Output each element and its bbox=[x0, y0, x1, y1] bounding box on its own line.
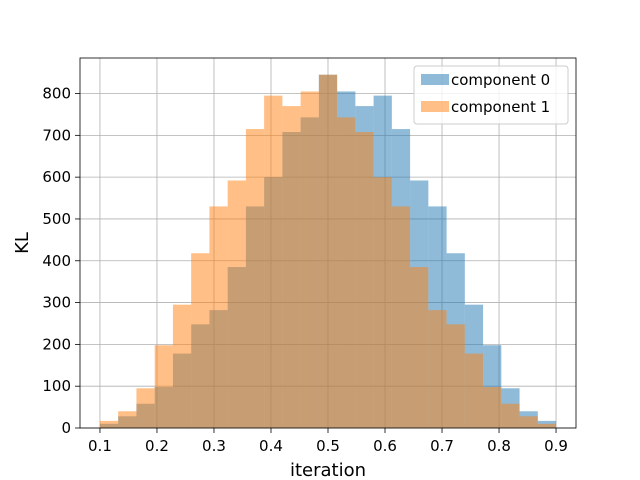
x-tick-label: 0.3 bbox=[202, 437, 226, 455]
histogram-bar bbox=[209, 206, 228, 428]
histogram-bar bbox=[172, 304, 192, 428]
legend-swatch-component-0 bbox=[421, 74, 449, 85]
legend-swatch-component-1 bbox=[421, 101, 449, 112]
y-tick-label: 200 bbox=[42, 335, 71, 353]
histogram-bar bbox=[300, 91, 319, 429]
y-tick-label: 400 bbox=[42, 252, 71, 270]
y-tick-label: 300 bbox=[42, 294, 71, 312]
y-tick-label: 600 bbox=[42, 168, 71, 186]
histogram-bar bbox=[519, 416, 538, 428]
histogram-bar bbox=[410, 267, 429, 428]
histogram-bar bbox=[264, 95, 283, 428]
legend-frame bbox=[413, 65, 569, 125]
histogram-bar bbox=[227, 180, 246, 428]
histogram-bar bbox=[373, 177, 392, 428]
histogram-bar bbox=[191, 253, 210, 428]
histogram-bar bbox=[337, 117, 356, 428]
legend-label-component-0: component 0 bbox=[451, 71, 550, 89]
histogram-bars bbox=[99, 74, 557, 429]
x-axis-label: iteration bbox=[290, 460, 366, 480]
x-tick-label: 0.5 bbox=[316, 437, 340, 455]
x-tick-label: 0.8 bbox=[487, 437, 511, 455]
y-tick-label: 500 bbox=[42, 210, 71, 228]
x-tick-label: 0.9 bbox=[544, 437, 568, 455]
histogram-bar bbox=[245, 129, 265, 429]
histogram-bar bbox=[428, 310, 447, 428]
histogram-bar bbox=[318, 74, 338, 428]
y-axis-label: KL bbox=[12, 232, 33, 254]
x-tick-label: 0.4 bbox=[259, 437, 283, 455]
legend: component 0 component 1 bbox=[413, 65, 569, 125]
histogram-bar bbox=[537, 423, 557, 428]
histogram-bar bbox=[99, 420, 119, 428]
histogram-bar bbox=[483, 387, 502, 428]
y-tick-label: 700 bbox=[42, 126, 71, 144]
y-tick-label: 0 bbox=[61, 419, 71, 437]
x-tick-label: 0.6 bbox=[373, 437, 397, 455]
x-tick-label: 0.1 bbox=[88, 437, 112, 455]
y-axis-ticks: 0 100 200 300 400 500 600 700 800 bbox=[42, 85, 80, 437]
histogram-bar bbox=[446, 324, 465, 428]
histogram-bar bbox=[501, 403, 520, 428]
y-tick-label: 800 bbox=[42, 85, 71, 103]
y-tick-label: 100 bbox=[42, 377, 71, 395]
histogram-bar bbox=[355, 132, 374, 428]
x-tick-label: 0.7 bbox=[430, 437, 454, 455]
x-axis-ticks: 0.1 0.2 0.3 0.4 0.5 0.6 0.7 0.8 0.9 bbox=[88, 428, 568, 455]
histogram-bar bbox=[282, 106, 301, 428]
series-1-bars bbox=[99, 74, 557, 429]
histogram-bar bbox=[136, 388, 155, 428]
histogram-bar bbox=[154, 345, 173, 428]
legend-label-component-1: component 1 bbox=[451, 98, 550, 116]
x-tick-label: 0.2 bbox=[145, 437, 169, 455]
histogram-bar bbox=[391, 206, 411, 428]
histogram-bar bbox=[118, 411, 137, 428]
histogram-bar bbox=[464, 353, 484, 428]
